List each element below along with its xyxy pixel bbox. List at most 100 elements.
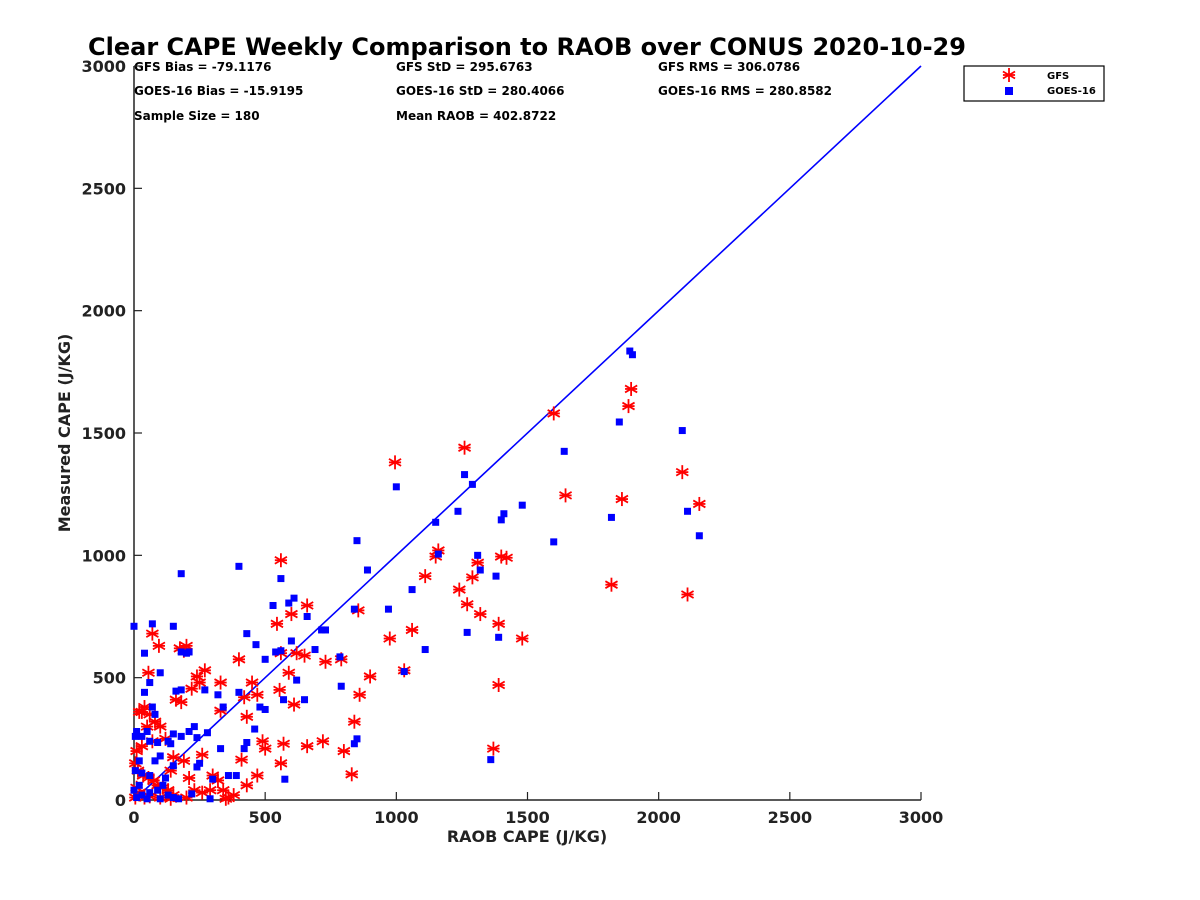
goes-16-point: [140, 688, 148, 696]
goes-16-point: [318, 626, 326, 634]
gfs-point: [615, 492, 629, 507]
legend-goes-16-label: GOES-16: [1047, 86, 1096, 97]
goes-16-point: [217, 745, 225, 753]
legend: GFS GOES-16: [963, 65, 1105, 102]
goes-16-point: [392, 483, 400, 491]
gfs-point: [195, 747, 209, 762]
goes-16-point: [252, 641, 260, 649]
gfs-point: [284, 607, 298, 622]
gfs-point: [353, 687, 367, 702]
gfs-point: [318, 654, 333, 669]
goes-16-point: [518, 501, 526, 509]
goes-16-point: [193, 763, 201, 771]
goes-16-point: [167, 740, 175, 748]
goes-16-point: [138, 769, 146, 777]
gfs-point: [219, 791, 233, 806]
goes-16-point: [177, 686, 185, 694]
goes-16-point: [461, 471, 469, 479]
goes-16-point: [177, 570, 185, 578]
gfs-point: [152, 638, 166, 653]
goes-16-point: [148, 620, 156, 628]
goes-16-point: [154, 786, 162, 794]
goes-16-point: [311, 646, 319, 654]
goes-16-point: [151, 757, 159, 765]
gfs-point: [298, 648, 312, 663]
gfs-point: [235, 752, 249, 767]
gfs-point: [458, 440, 472, 455]
goes-16-point: [133, 727, 141, 735]
x-axis-label: RAOB CAPE (J/KG): [447, 827, 607, 846]
goes-16-point: [201, 686, 209, 694]
goes-16-point: [353, 735, 361, 743]
goes-16-point: [350, 605, 358, 613]
goes-16-point: [146, 737, 154, 745]
gfs-point: [624, 381, 638, 396]
goes-16-point: [138, 732, 146, 740]
goes-16-point: [421, 646, 429, 654]
gfs-point: [177, 753, 191, 768]
goes-16-point: [235, 688, 243, 696]
goes-16-point: [243, 739, 251, 747]
goes-16-point: [463, 628, 471, 636]
goes-16-point: [133, 794, 141, 802]
gfs-series: [128, 381, 706, 806]
goes-16-point: [161, 774, 169, 782]
goes-16-point: [193, 734, 201, 742]
goes-16-point: [148, 703, 156, 711]
gfs-point: [337, 744, 351, 759]
goes-16-point: [172, 687, 180, 695]
gfs-point: [675, 465, 689, 480]
x-tick-label: 2000: [636, 808, 681, 827]
stat-gfs-rms: GFS RMS = 306.0786: [658, 60, 800, 74]
gfs-point: [405, 622, 419, 637]
gfs-point: [166, 750, 180, 765]
y-tick-label: 1000: [81, 546, 126, 565]
goes-16-point: [188, 790, 196, 798]
legend-box: [963, 65, 1105, 102]
gfs-point: [203, 783, 217, 798]
goes-16-point: [240, 745, 248, 753]
y-tick-label: 500: [93, 669, 126, 688]
legend-gfs-asterisk: [1002, 68, 1016, 82]
goes-16-point: [159, 781, 167, 789]
goes-16-point: [474, 551, 482, 559]
goes-16-point: [256, 703, 264, 711]
gfs-point: [232, 652, 246, 667]
one-to-one-line: [133, 65, 922, 801]
goes-16-point: [146, 679, 154, 687]
gfs-point: [274, 756, 288, 771]
goes-16-point: [363, 566, 371, 574]
goes-16-point: [175, 795, 183, 803]
goes-16-point: [156, 752, 164, 760]
goes-16-point: [169, 794, 177, 802]
goes-16-point: [156, 669, 164, 677]
goes-16-point: [214, 691, 222, 699]
x-tick-label: 500: [248, 808, 281, 827]
goes-16-point: [190, 723, 198, 731]
gfs-point: [515, 631, 529, 646]
gfs-point: [621, 399, 636, 414]
gfs-point: [250, 768, 264, 783]
gfs-point: [604, 577, 618, 592]
gfs-point: [363, 669, 377, 684]
goes-16-point: [203, 729, 211, 737]
gfs-point: [270, 616, 284, 631]
legend-goes-16-marker: [1005, 87, 1013, 95]
goes-16-point: [196, 759, 204, 767]
goes-16-point: [434, 550, 442, 558]
gfs-point: [250, 687, 264, 702]
y-tick-label: 3000: [81, 57, 126, 76]
gfs-point: [258, 741, 272, 756]
gfs-point: [500, 550, 514, 565]
goes-16-point: [476, 566, 484, 574]
gfs-point: [141, 665, 155, 680]
goes-16-point: [146, 789, 154, 797]
chart-title: Clear CAPE Weekly Comparison to RAOB ove…: [88, 33, 966, 61]
goes-16-point: [169, 622, 177, 630]
gfs-point: [347, 714, 361, 729]
gfs-point: [492, 678, 506, 693]
goes-16-point: [695, 532, 703, 540]
gfs-point: [245, 675, 259, 690]
goes-16-point: [626, 347, 634, 355]
gfs-point: [169, 692, 183, 707]
